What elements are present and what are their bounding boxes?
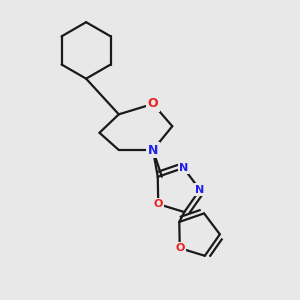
Text: O: O (175, 243, 184, 253)
Text: O: O (154, 199, 163, 209)
Text: N: N (179, 163, 188, 173)
Text: N: N (148, 143, 158, 157)
Text: O: O (148, 98, 158, 110)
Text: N: N (195, 185, 205, 195)
